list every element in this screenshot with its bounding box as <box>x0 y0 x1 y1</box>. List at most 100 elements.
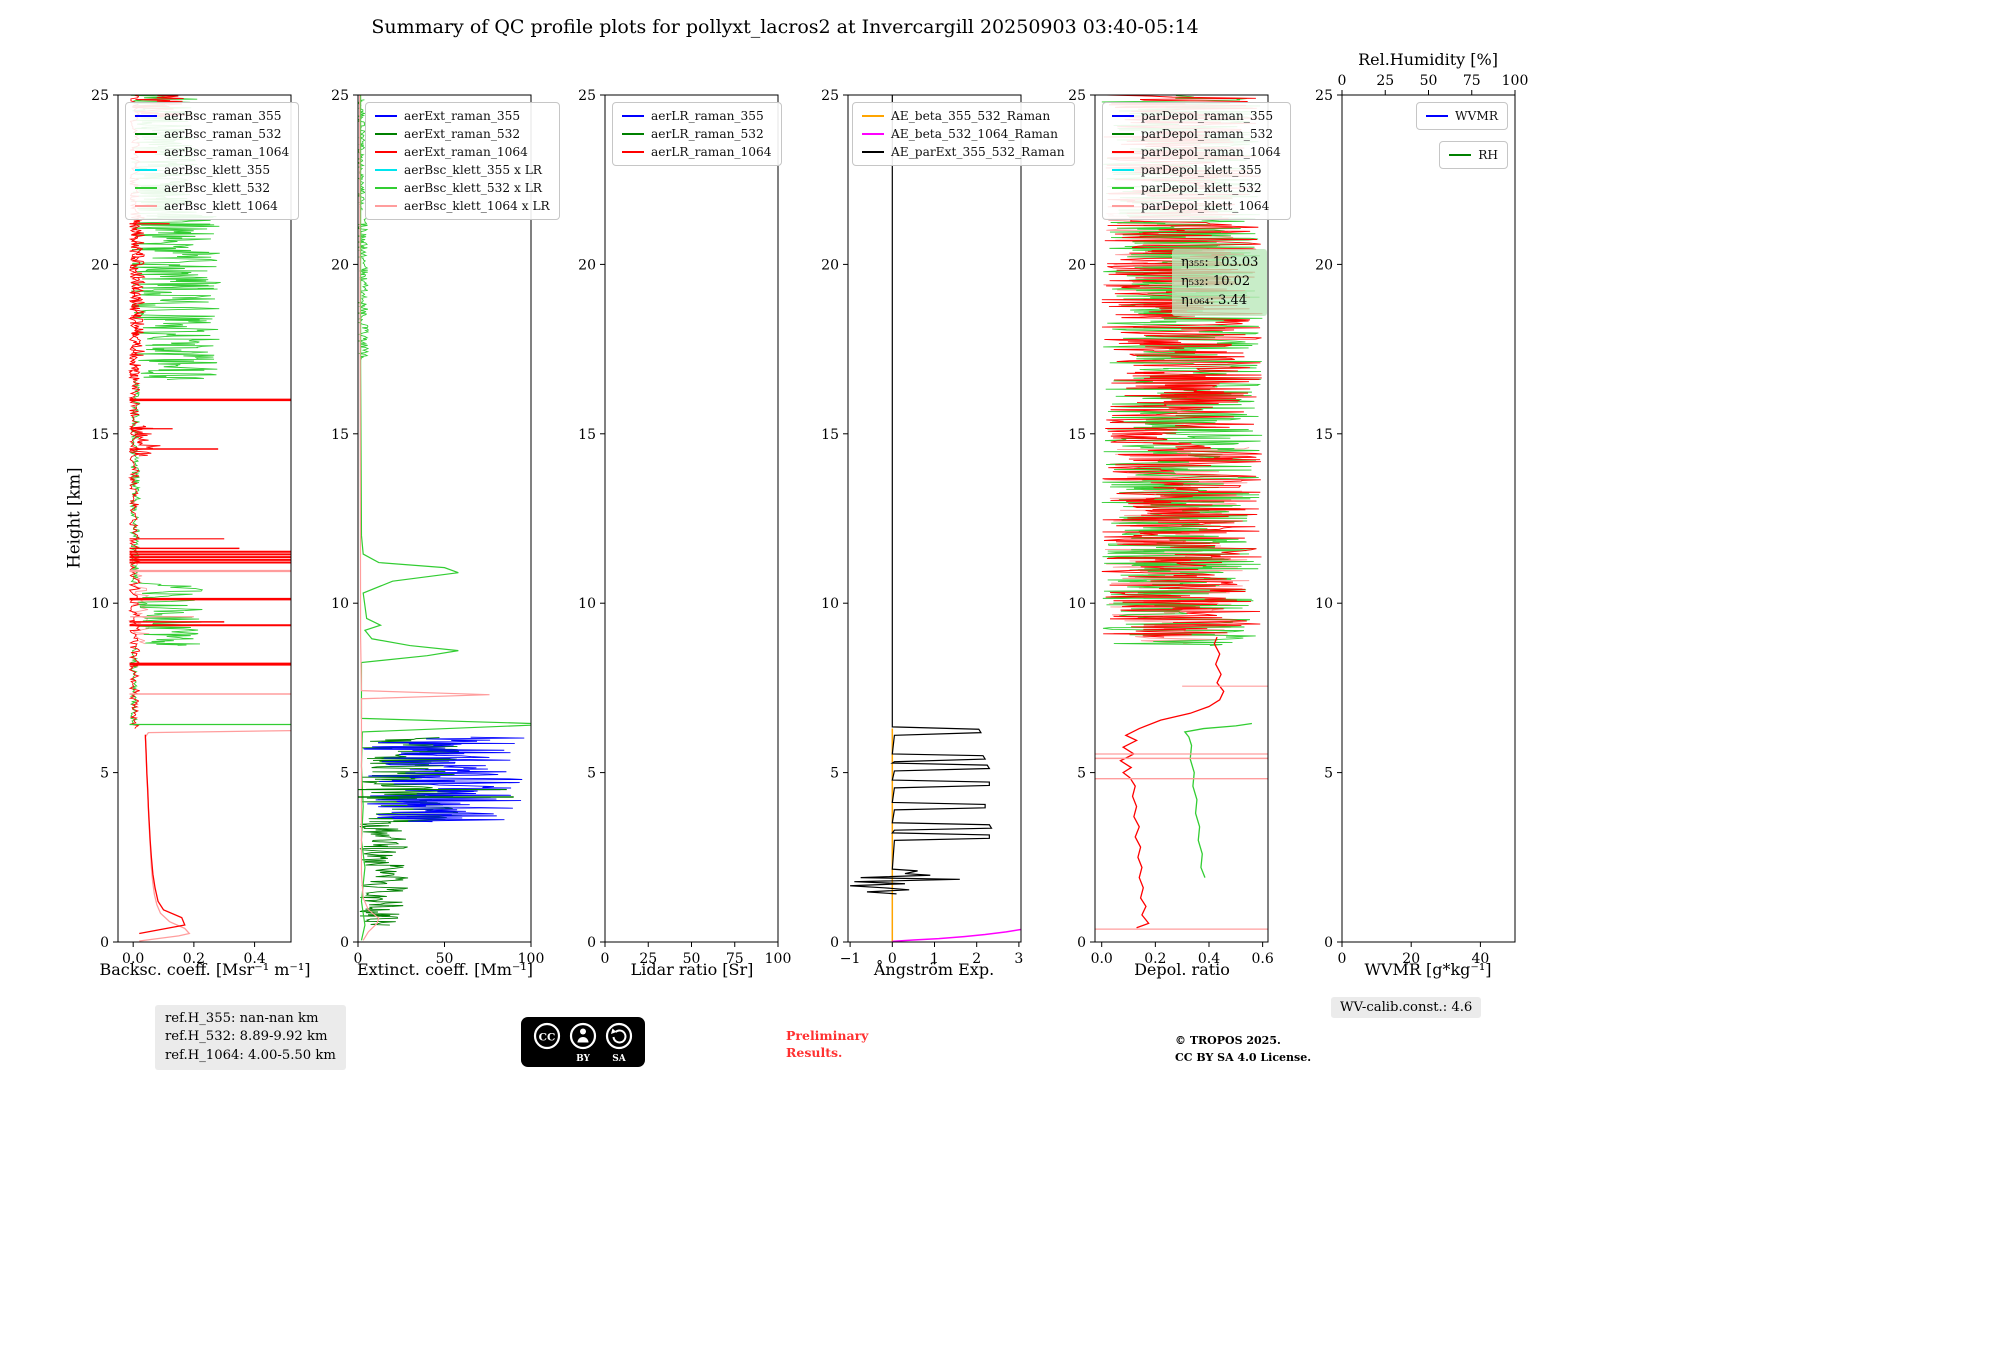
legend-label: aerBsc_klett_355 x LR <box>404 163 542 177</box>
legend-swatch <box>1426 115 1449 117</box>
y-tick-label: 0 <box>830 935 839 951</box>
legend-swatch <box>1449 154 1472 156</box>
wv-calibration-annotation: WV-calib.const.: 4.6 <box>1331 997 1482 1018</box>
panel-angstrom-data <box>850 95 1021 942</box>
legend-label: aerBsc_klett_532 x LR <box>404 181 542 195</box>
x-tick-label: 1 <box>930 951 939 967</box>
copyright-line-2: CC BY SA 4.0 License. <box>1175 1050 1312 1064</box>
legend-label: RH <box>1478 148 1498 162</box>
cc-icon <box>533 1022 561 1050</box>
noise-band <box>130 425 161 457</box>
legend-item-aerLR_raman_532: aerLR_raman_532 <box>622 125 772 143</box>
legend-swatch <box>862 115 884 117</box>
reference-heights-annotation: ref.H_355: nan-nan km ref.H_532: 8.89-9.… <box>155 1005 346 1071</box>
y-tick-label: 10 <box>1315 596 1333 612</box>
legend-item-aerBsc_klett_355: aerBsc_klett_355 <box>135 161 289 179</box>
legend-item-AE_parExt_355_532_Raman: AE_parExt_355_532_Raman <box>862 143 1065 161</box>
series-parDepol_raman_1064 <box>1119 636 1225 929</box>
legend-item-aerExt_raman_532: aerExt_raman_532 <box>375 125 550 143</box>
y-tick-label: 25 <box>578 88 596 104</box>
xlabel-depol: Depol. ratio <box>1134 960 1230 979</box>
legend-depol: parDepol_raman_355 parDepol_raman_532 parD… <box>1102 102 1291 220</box>
legend-label: aerBsc_raman_1064 <box>164 145 290 159</box>
legend-swatch <box>375 187 397 189</box>
y-tick-label: 25 <box>331 88 349 104</box>
series-AE_parExt_355_532_Raman <box>850 95 993 895</box>
by-label: BY <box>576 1054 590 1064</box>
y-tick-label: 10 <box>331 596 349 612</box>
wv-calib-value: WV-calib.const.: 4.6 <box>1340 1000 1473 1015</box>
noise-band <box>131 213 221 381</box>
legend-item-aerBsc_klett_532: aerBsc_klett_532 <box>135 179 289 197</box>
legend-label: aerLR_raman_532 <box>651 127 764 141</box>
y-tick-label: 5 <box>587 766 596 782</box>
y-tick-label: 0 <box>1077 935 1086 951</box>
x-tick-label: 2 <box>972 951 981 967</box>
xlabel-backscatter: Backsc. coeff. [Msr⁻¹ m⁻¹] <box>99 960 311 979</box>
legend-swatch <box>375 115 397 117</box>
x-tick-label: 0.4 <box>243 951 265 967</box>
legend-label: parDepol_raman_532 <box>1141 127 1274 141</box>
legend-swatch <box>622 115 644 117</box>
legend-swatch <box>375 169 397 171</box>
x-tick-label: 0.4 <box>1198 951 1220 967</box>
series-AE_beta_532_1064_Raman <box>892 928 1021 942</box>
legend-swatch <box>135 115 157 117</box>
xlabel-extinction: Extinct. coeff. [Mm⁻¹] <box>356 960 534 979</box>
legend-swatch <box>375 133 397 135</box>
y-tick-label: 0 <box>587 935 596 951</box>
y-tick-label: 25 <box>821 88 839 104</box>
y-tick-label: 0 <box>1324 935 1333 951</box>
y-tick-label: 0 <box>100 935 109 951</box>
x-tick-label: 0 <box>601 951 610 967</box>
legend-item-parDepol_raman_532: parDepol_raman_532 <box>1112 125 1281 143</box>
legend-swatch <box>135 151 157 153</box>
eta-1064-value: η₁₀₆₄: 3.44 <box>1181 292 1248 308</box>
xlabel-wvmr: WVMR [g*kg⁻¹] <box>1364 960 1492 979</box>
x-tick-label: 40 <box>1471 951 1489 967</box>
legend-label: parDepol_klett_355 <box>1141 163 1262 177</box>
y-tick-label: 15 <box>331 427 349 443</box>
y-tick-label: 15 <box>1315 427 1333 443</box>
y-tick-label: 5 <box>100 766 109 782</box>
legend-wvmr: WVMR RH <box>1342 102 1508 169</box>
legend-label: parDepol_raman_355 <box>1141 109 1274 123</box>
cc-icon-text: CC <box>539 1032 556 1044</box>
legend-swatch <box>1112 205 1134 207</box>
legend-label: parDepol_klett_1064 <box>1141 199 1270 213</box>
legend-label: aerExt_raman_1064 <box>404 145 528 159</box>
cc-by-sa-badge: CC BY SA <box>521 1017 645 1067</box>
y-tick-label: 25 <box>91 88 109 104</box>
x-tick-label: 0.2 <box>1144 951 1166 967</box>
x-tick-label: 100 <box>765 951 792 967</box>
series-aerBsc_klett_1064_x_LR <box>359 95 490 941</box>
x-tick-label: 0 <box>888 951 897 967</box>
legend-item-aerLR_raman_355: aerLR_raman_355 <box>622 107 772 125</box>
x-tick-label: 75 <box>726 951 744 967</box>
eta-calibration-annotation: η₃₅₅: 103.03 η₅₃₂: 10.02 η₁₀₆₄: 3.44 <box>1172 249 1268 316</box>
y-tick-label: 0 <box>340 935 349 951</box>
panel-depol-frame <box>1094 94 1269 943</box>
panel-backscatter-data <box>128 95 291 942</box>
series-aerBsc_klett_1064 <box>139 729 291 942</box>
legend-swatch <box>622 133 644 135</box>
x-tick-label: 100 <box>518 951 545 967</box>
y-tick-label: 15 <box>821 427 839 443</box>
legend-item-RH: RH <box>1449 146 1498 164</box>
copyright-note: © TROPOS 2025. CC BY SA 4.0 License. <box>1175 1033 1311 1066</box>
legend-box: aerBsc_raman_355 aerBsc_raman_532 aerBsc_r… <box>125 102 300 220</box>
y-tick-label: 20 <box>91 257 109 273</box>
noise-band <box>137 582 204 646</box>
legend-lidar-ratio: aerLR_raman_355 aerLR_raman_532 aerLR_rama… <box>612 102 782 166</box>
by-person-body <box>577 1037 589 1043</box>
series-aerBsc_raman_1064 <box>139 734 186 935</box>
noise-band <box>131 560 150 645</box>
xlabel-lidar-ratio: Lidar ratio [Sr] <box>630 960 754 979</box>
panel-depol-data <box>1095 95 1268 930</box>
top-axis-label: Rel.Humidity [%] <box>1358 50 1498 69</box>
legend-angstrom: AE_beta_355_532_Raman AE_beta_532_1064_Ra… <box>852 102 1075 166</box>
legend-swatch <box>135 205 157 207</box>
top-tick-label: 75 <box>1463 73 1481 89</box>
